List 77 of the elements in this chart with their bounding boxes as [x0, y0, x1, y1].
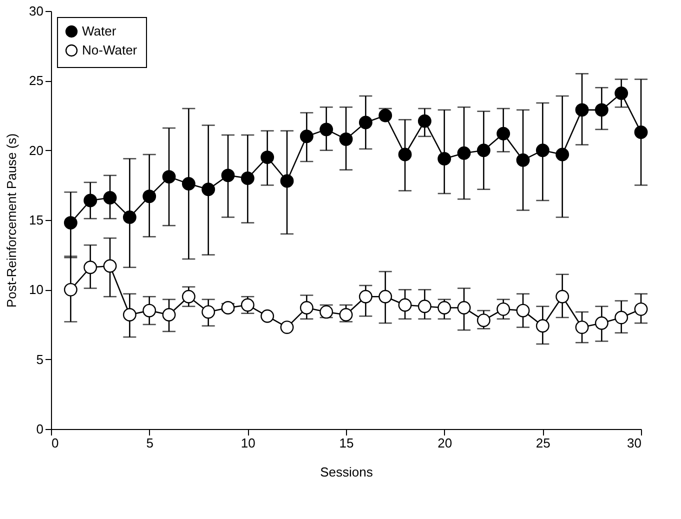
x-tick-label: 5: [146, 436, 154, 450]
y-tick-label: 5: [36, 352, 44, 367]
point: [202, 305, 216, 319]
point: [418, 300, 432, 314]
point: [260, 150, 274, 164]
point: [142, 304, 156, 318]
point: [300, 301, 314, 314]
point: [594, 103, 608, 117]
x-tick-label: 20: [438, 436, 452, 450]
point: [536, 319, 550, 333]
point: [358, 290, 372, 304]
point: [142, 190, 156, 204]
x-tick-label: 25: [536, 436, 550, 450]
point: [536, 144, 550, 158]
point: [64, 216, 78, 230]
point: [438, 152, 452, 166]
point: [634, 302, 648, 316]
point: [398, 148, 412, 162]
legend-label: No-Water: [82, 42, 138, 58]
x-tick-label: 0: [52, 436, 59, 450]
y-axis-title: Post-Reinforcement Pause (s): [4, 133, 20, 308]
point: [476, 144, 490, 158]
y-tick-label: 0: [36, 422, 44, 436]
point: [320, 122, 334, 136]
y-tick-label: 20: [29, 142, 44, 158]
point: [221, 168, 235, 182]
point: [614, 310, 628, 324]
point: [339, 132, 353, 146]
point: [162, 170, 176, 184]
point: [300, 130, 314, 144]
y-tick-label: 10: [29, 282, 44, 298]
point: [516, 304, 530, 318]
point: [162, 308, 176, 322]
point: [358, 116, 372, 130]
point: [457, 301, 471, 314]
point: [398, 298, 412, 312]
point: [122, 308, 136, 322]
point: [240, 171, 254, 185]
x-tick-label: 30: [627, 436, 642, 450]
point: [280, 174, 294, 188]
y-tick-label: 25: [29, 73, 44, 88]
point: [182, 177, 196, 190]
legend-label: Water: [82, 24, 117, 38]
point: [575, 320, 589, 334]
point: [614, 86, 628, 100]
point: [280, 320, 294, 334]
point: [103, 259, 117, 273]
point: [103, 190, 117, 204]
point: [556, 148, 570, 162]
point: [378, 290, 392, 304]
y-tick-label: 15: [29, 212, 44, 228]
point: [339, 308, 353, 322]
point: [476, 314, 490, 328]
point: [64, 282, 78, 296]
point: [378, 108, 392, 122]
point: [221, 301, 235, 314]
y-tick-label: 30: [29, 4, 44, 18]
point: [260, 309, 274, 323]
point: [556, 290, 570, 304]
point: [122, 210, 136, 224]
point: [418, 114, 432, 128]
point: [84, 194, 98, 208]
point: [84, 260, 98, 274]
point: [182, 290, 196, 304]
point: [575, 103, 589, 117]
point: [634, 126, 648, 139]
point: [496, 302, 510, 316]
point: [516, 153, 530, 167]
x-axis-title: Sessions: [320, 464, 374, 480]
point: [240, 298, 254, 312]
point: [438, 301, 452, 314]
point: [457, 146, 471, 160]
point: [202, 182, 216, 196]
point: [594, 316, 608, 330]
x-tick-label: 15: [339, 436, 354, 450]
point: [496, 126, 510, 140]
x-tick-label: 10: [240, 436, 256, 450]
